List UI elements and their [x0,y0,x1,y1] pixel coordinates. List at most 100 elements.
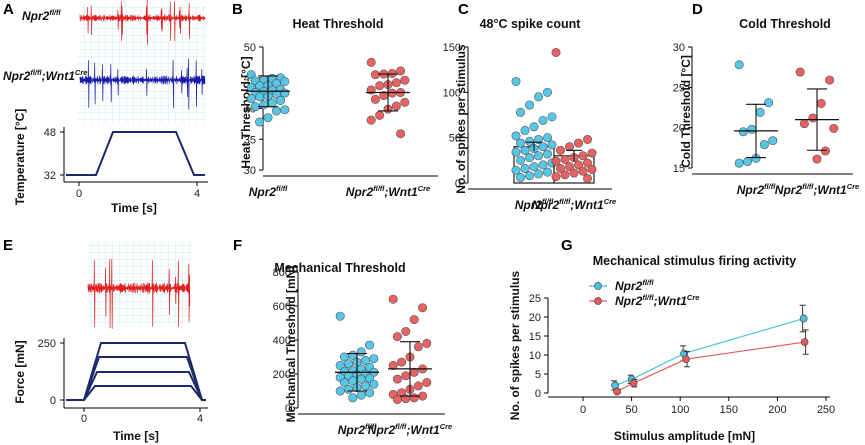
data-point [515,173,525,183]
legend-entry: Npr2fl/fl;Wnt1Cre [615,293,699,308]
y-tick-label: 800 [273,267,291,279]
data-point [582,134,592,144]
data-point [524,171,534,181]
y-tick-label: 0 [455,178,461,190]
y-tick-label: 5 [535,369,541,381]
data-point [795,67,805,77]
data-point [524,153,534,163]
data-point [560,170,570,180]
data-point [799,314,808,323]
data-point [422,377,432,387]
data-point [267,98,277,108]
data-point [564,142,574,152]
y-tick-label: 100 [443,87,461,99]
data-point [542,87,552,97]
data-point [533,169,543,179]
spike-trace-wt [79,0,206,45]
data-point [515,138,525,148]
data-point [392,394,402,404]
data-point [759,140,769,150]
y-tick-label: 200 [273,369,291,381]
legend-entry: Npr2fl/fl [615,278,655,293]
data-point [396,66,406,76]
data-point [764,98,774,108]
x-tick-label: 0 [76,188,82,200]
force-ramp-trace [83,385,203,401]
data-point [555,163,565,173]
data-point [533,151,543,161]
data-point [578,151,588,161]
category-label: Npr2fl/fl;Wnt1Cre [532,197,616,212]
data-point [587,164,597,174]
spike-waveform [79,0,206,45]
genotype-label-wt: Npr2fl/fl [22,8,62,23]
data-point [515,155,525,165]
y-tick-label: 50 [449,133,461,145]
data-point [808,113,818,123]
data-point [255,92,265,102]
data-point [271,106,281,116]
x-tick-label: 250 [817,404,835,416]
data-point [529,122,539,132]
data-point [734,158,744,168]
data-point [255,117,265,127]
data-point [582,173,592,183]
data-point [335,386,345,396]
panel-e: E 250 0 0 4 Time [s] Force [mN] [3,237,208,443]
x-tick-label: 200 [768,404,786,416]
data-point [799,119,809,129]
chart-title: 48°C spike count [480,17,582,31]
data-point [271,78,281,88]
force-ramp-trace [83,356,203,401]
data-point [629,379,638,387]
data-point [551,172,561,182]
panel-letter-a: A [3,1,14,18]
force-ramp-trace [66,342,206,401]
y-tick-label: 400 [273,335,291,347]
data-point [366,115,376,125]
data-point [360,381,370,391]
data-point [422,338,432,348]
data-point [246,70,256,80]
data-point [271,89,281,99]
data-point [276,96,286,106]
category-label: Npr2fl/fl [338,422,378,437]
panel-letter-e: E [3,237,13,254]
data-point [515,107,525,117]
data-point [387,68,397,78]
x-axis-label: Time [s] [113,429,159,443]
y-axis-label: No. of spikes per stimulus [454,44,468,194]
data-point [401,326,411,336]
data-point [400,75,410,85]
data-point [392,374,402,384]
data-point [418,303,428,313]
panel-d: D 15 20 25 30 Cold Threshold Cold Threshold [°… [673,1,859,197]
data-point [564,162,574,172]
panel-letter-d: D [692,1,703,18]
data-point [520,145,530,155]
data-point [511,76,521,86]
data-point [569,168,579,178]
y-tick-label: 25 [673,82,685,94]
data-point [409,315,419,325]
chart-title: Mechanical stimulus firing activity [593,254,797,268]
data-point [388,360,398,370]
data-point [743,157,753,167]
data-point [365,388,375,398]
data-point [400,97,410,107]
data-point [555,145,565,155]
y-tick-label: 0 [285,403,291,415]
data-point [578,166,588,176]
data-point [356,390,366,400]
data-point [816,98,826,108]
legend-marker [594,282,602,290]
category-label: Npr2fl/fl;Wnt1Cre [346,184,430,199]
y-tick-label: 20 [673,123,685,135]
data-point [413,381,423,391]
data-point [820,146,830,156]
data-point [344,359,354,369]
data-point [259,100,269,110]
